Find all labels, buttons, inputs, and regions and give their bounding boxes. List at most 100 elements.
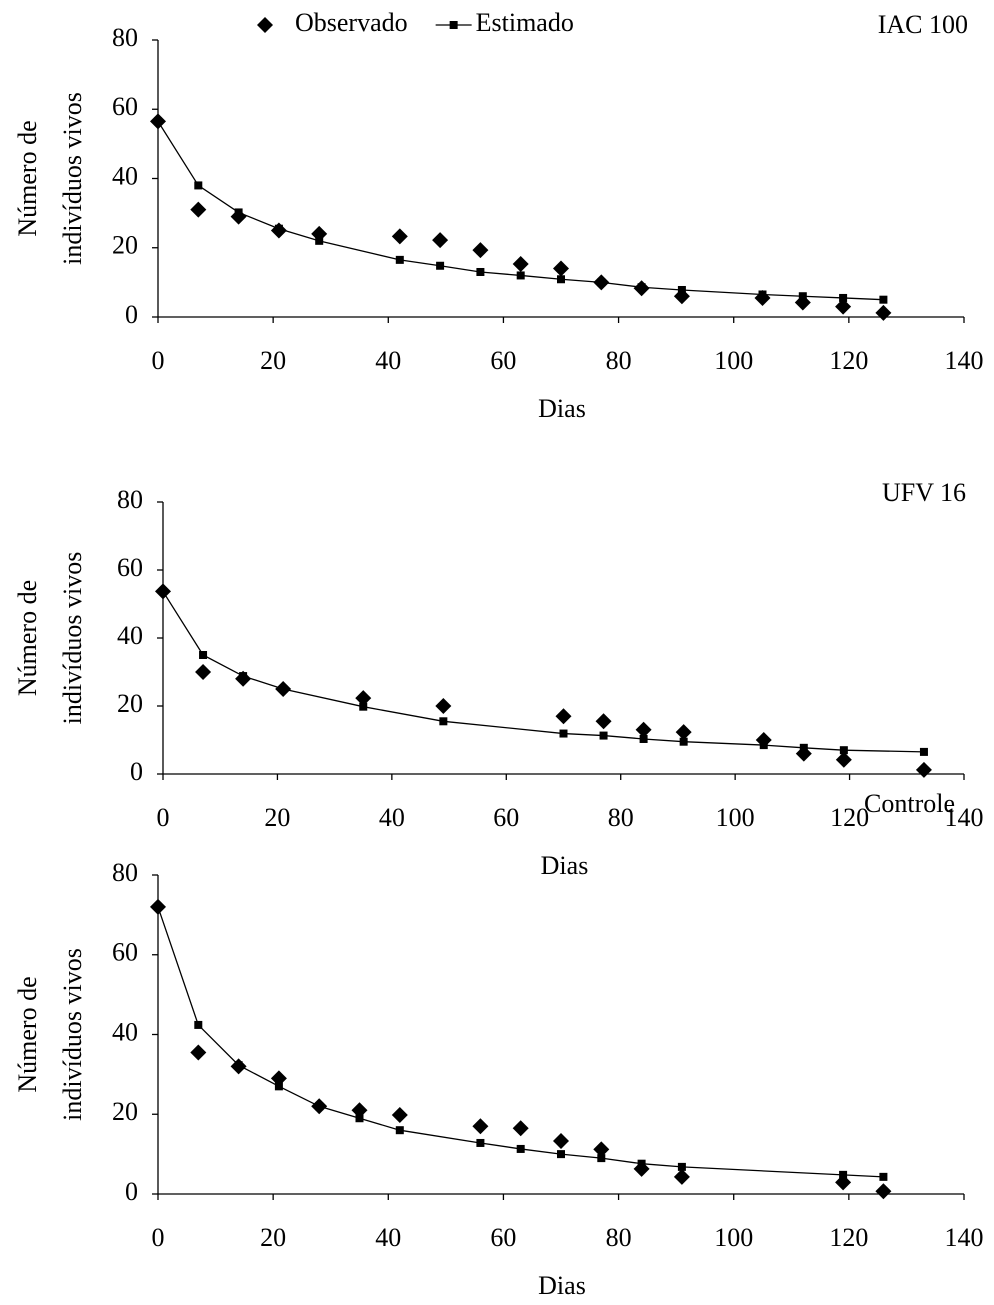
x-tick-label: 40	[375, 346, 401, 375]
estimated-point	[395, 1126, 404, 1135]
y-tick-label: 0	[130, 757, 143, 786]
y-tick-label: 80	[112, 23, 138, 52]
estimated-point	[599, 731, 608, 740]
x-tick-label: 20	[264, 803, 290, 832]
estimated-point	[234, 208, 243, 217]
observed-point	[512, 256, 529, 273]
y-tick-label: 20	[117, 689, 143, 718]
estimated-point	[359, 702, 368, 711]
x-tick-label: 120	[830, 803, 869, 832]
x-tick-label: 140	[945, 1223, 984, 1252]
estimated-point	[239, 672, 248, 681]
x-tick-label: 60	[490, 346, 516, 375]
x-tick-label: 100	[716, 803, 755, 832]
estimated-point	[355, 1114, 364, 1123]
y-tick-label: 20	[112, 1097, 138, 1126]
y-tick-label: 60	[112, 92, 138, 121]
estimated-point	[677, 285, 686, 294]
estimated-point	[639, 734, 648, 743]
y-axis-label: indivíduos vivos	[58, 552, 87, 725]
estimated-point	[315, 236, 324, 245]
estimated-point	[274, 224, 283, 233]
y-tick-label: 20	[112, 231, 138, 260]
estimated-point	[395, 255, 404, 264]
legend-marker	[257, 17, 273, 33]
x-tick-label: 100	[714, 346, 753, 375]
legend-label: Estimado	[476, 8, 574, 37]
x-tick-label: 20	[260, 346, 286, 375]
x-tick-label: 80	[606, 346, 632, 375]
estimated-point	[919, 747, 928, 756]
observed-point	[673, 1168, 690, 1185]
observed-point	[435, 698, 452, 714]
estimated-point	[557, 1150, 565, 1159]
x-tick-label: 60	[493, 803, 519, 832]
estimated-line	[162, 591, 924, 753]
y-tick-label: 80	[117, 485, 143, 514]
observed-point	[355, 690, 372, 707]
observed-point	[391, 1107, 408, 1124]
x-tick-label: 20	[260, 1223, 286, 1252]
x-tick-label: 80	[606, 1223, 632, 1252]
observed-point	[391, 228, 408, 245]
estimated-point	[879, 1172, 888, 1181]
panel-title: Controle	[864, 789, 955, 818]
estimated-point	[798, 292, 807, 301]
x-tick-label: 120	[829, 346, 868, 375]
x-tick-label: 140	[945, 346, 984, 375]
observed-point	[190, 201, 207, 218]
observed-point	[190, 1044, 207, 1061]
estimated-point	[879, 295, 888, 304]
estimated-point	[159, 587, 167, 596]
estimated-point	[154, 117, 162, 126]
x-tick-label: 80	[608, 803, 634, 832]
y-axis-label: indivíduos vivos	[58, 92, 87, 265]
observed-point	[915, 761, 932, 778]
y-axis-label: Número de	[13, 580, 42, 696]
estimated-point	[677, 1162, 686, 1171]
estimated-point	[839, 1170, 848, 1179]
estimated-point	[839, 746, 848, 755]
legend-marker	[449, 21, 458, 29]
x-tick-label: 120	[829, 1223, 868, 1252]
estimated-point	[436, 261, 445, 270]
y-tick-label: 0	[125, 1177, 138, 1206]
y-axis-label: indivíduos vivos	[58, 948, 87, 1121]
x-tick-label: 0	[152, 346, 165, 375]
estimated-point	[199, 651, 208, 659]
estimated-point	[315, 1102, 324, 1111]
estimated-point	[839, 293, 848, 302]
y-tick-label: 40	[117, 621, 143, 650]
observed-point	[553, 260, 569, 277]
observed-point	[835, 751, 852, 768]
y-tick-label: 60	[112, 938, 138, 967]
estimated-point	[154, 902, 162, 911]
observed-point	[595, 713, 612, 730]
estimated-point	[679, 737, 688, 746]
x-tick-label: 0	[152, 1223, 165, 1252]
estimated-point	[758, 290, 767, 299]
y-axis-label: Número de	[13, 120, 42, 236]
y-tick-label: 40	[112, 1017, 138, 1046]
panel-title: IAC 100	[878, 10, 968, 39]
estimated-point	[597, 1154, 606, 1163]
x-tick-label: 40	[379, 803, 405, 832]
observed-point	[593, 1141, 610, 1158]
estimated-point	[516, 271, 525, 280]
estimated-point	[637, 1159, 646, 1168]
x-tick-label: 100	[714, 1223, 753, 1252]
observed-point	[472, 242, 489, 259]
estimated-point	[557, 275, 565, 284]
estimated-line	[157, 906, 884, 1178]
estimated-point	[476, 1138, 485, 1147]
x-axis-label: Dias	[541, 851, 589, 880]
y-tick-label: 40	[112, 161, 138, 190]
estimated-point	[637, 283, 646, 292]
observed-point	[835, 298, 852, 315]
legend-label: Observado	[295, 8, 408, 37]
estimated-point	[516, 1144, 525, 1153]
estimated-point	[559, 729, 568, 738]
estimated-point	[759, 741, 768, 750]
observed-point	[675, 724, 692, 741]
